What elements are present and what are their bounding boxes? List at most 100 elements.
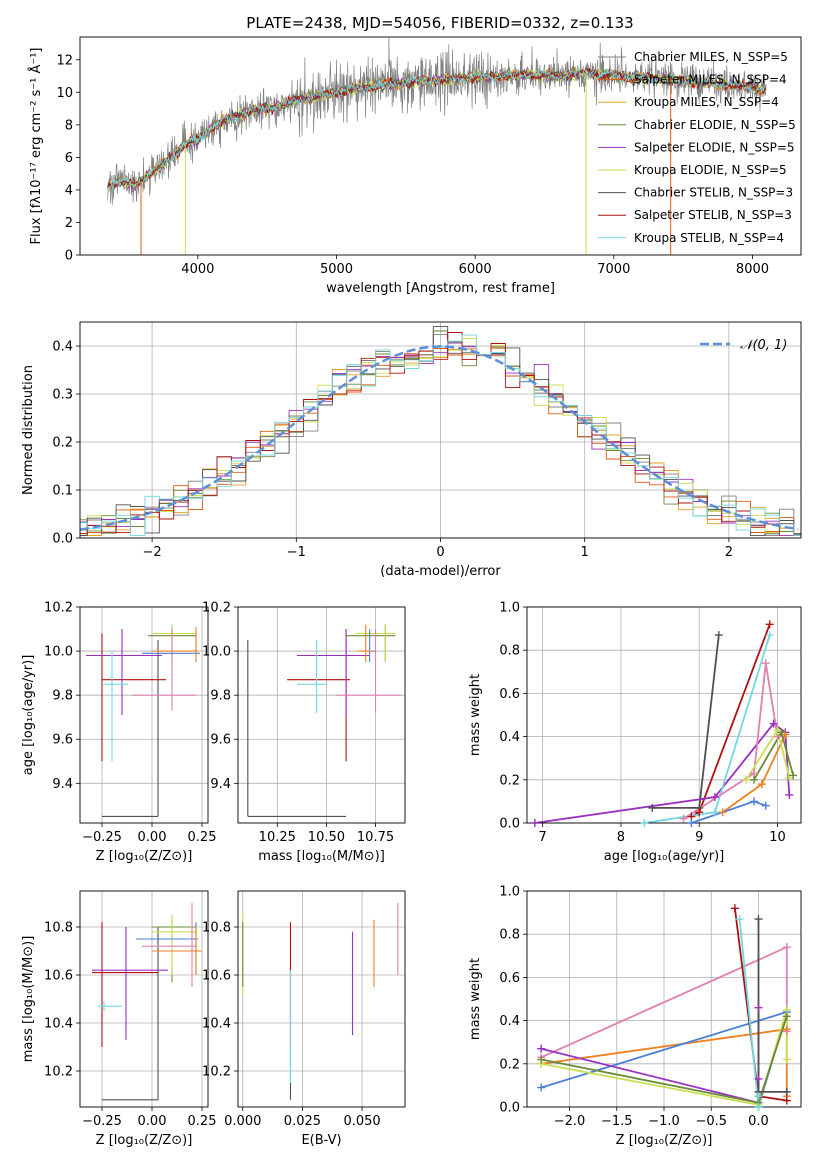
- plot-area: [92, 903, 202, 1101]
- y-tick-label: 0.2: [52, 436, 73, 451]
- legend: 𝒩(0, 1): [700, 338, 787, 353]
- spectrum-line: [107, 67, 767, 193]
- legend-label: Kroupa ELODIE, N_SSP=5: [634, 163, 787, 177]
- y-tick-label: 10.8: [44, 921, 73, 936]
- weight-line: [644, 634, 771, 823]
- y-tick-label: 0.4: [499, 730, 520, 745]
- x-axis-label: mass [log₁₀(M/M⊙)]: [258, 849, 385, 864]
- x-tick-label: 10.25: [259, 830, 296, 845]
- x-tick-label: −1: [287, 545, 306, 560]
- normal-curve: [80, 345, 799, 531]
- y-tick-label: 9.8: [210, 689, 231, 704]
- x-tick-label: −2.0: [554, 1114, 586, 1129]
- x-tick-label: 8: [617, 830, 625, 845]
- x-axis-label: Z [log₁₀(Z/Z⊙)]: [96, 1133, 193, 1148]
- histogram-series: [80, 332, 801, 537]
- plot-area: [534, 623, 795, 823]
- weight-marker: [714, 631, 723, 640]
- weight-marker: [761, 659, 770, 668]
- legend-label: 𝒩(0, 1): [740, 338, 787, 353]
- x-tick-label: −1.0: [648, 1114, 680, 1129]
- y-tick-label: 10.6: [202, 969, 231, 984]
- x-axis-label: (data-model)/error: [380, 564, 501, 579]
- y-axis-label: mass weight: [468, 674, 483, 756]
- x-tick-label: 0.025: [284, 1114, 321, 1129]
- y-tick-label: 10.4: [44, 1017, 73, 1032]
- x-tick-label: 5000: [320, 262, 353, 277]
- weight-line: [757, 919, 787, 1093]
- y-tick-label: 0.3: [52, 388, 73, 403]
- y-tick-label: 10.4: [202, 1017, 231, 1032]
- plot-area: [86, 624, 200, 817]
- y-tick-label: 10: [56, 86, 73, 101]
- weight-line: [734, 908, 787, 1102]
- axes-frame: [79, 890, 209, 1108]
- weight-marker: [782, 1055, 791, 1064]
- y-tick-label: 10.2: [44, 1065, 73, 1080]
- histogram-series: [80, 333, 801, 537]
- weight-marker: [789, 771, 798, 780]
- legend-label: Salpeter STELIB, N_SSP=3: [634, 208, 792, 222]
- axes-frame: [237, 606, 406, 824]
- x-tick-label: −1.5: [601, 1114, 633, 1129]
- plot-area: [242, 903, 399, 1100]
- legend-label: Salpeter MILES, N_SSP=4: [634, 73, 787, 87]
- weight-marker: [718, 808, 727, 817]
- y-tick-label: 0.8: [499, 644, 520, 659]
- y-tick-label: 0.0: [52, 532, 73, 547]
- y-tick-label: 1.0: [499, 885, 520, 900]
- weight-marker: [710, 808, 719, 817]
- x-tick-label: −0.25: [82, 1114, 122, 1129]
- y-tick-label: 9.4: [210, 777, 231, 792]
- weight-marker: [782, 943, 791, 952]
- legend-label: Kroupa MILES, N_SSP=4: [634, 95, 779, 109]
- y-tick-label: 0.1: [52, 484, 73, 499]
- weight-marker: [750, 797, 759, 806]
- y-tick-label: 1.0: [499, 601, 520, 616]
- plot-area: [107, 37, 767, 255]
- y-tick-label: 0.6: [499, 971, 520, 986]
- weight-marker: [782, 1025, 791, 1034]
- plot-layer: 4000 5000 6000 7000 8000024681012wavelength …: [21, 36, 802, 1148]
- y-tick-label: 10.8: [202, 921, 231, 936]
- weight-marker: [754, 1003, 763, 1012]
- y-tick-label: 0.2: [499, 1057, 520, 1072]
- axes-frame: [79, 606, 209, 824]
- y-axis-label: mass [log₁₀(M/M⊙)]: [21, 936, 36, 1063]
- weight-line: [652, 634, 720, 809]
- weight-marker: [537, 1055, 546, 1064]
- weight-marker: [782, 1096, 791, 1105]
- plot-area: [80, 326, 801, 537]
- weight-marker: [765, 620, 774, 629]
- weight-marker: [742, 775, 751, 784]
- x-axis-label: Z [log₁₀(Z/Z⊙)]: [96, 849, 193, 864]
- legend-label: Salpeter ELODIE, N_SSP=5: [634, 140, 795, 154]
- x-tick-label: 0.25: [188, 1114, 217, 1129]
- weight-marker: [782, 1087, 791, 1096]
- panel-z-massweight: −2.0 −1.5 −1.0 −0.5 0.0 0.0 0.2 0.4 0.6 0.8 1.0 Z […: [468, 885, 802, 1148]
- x-tick-label: 0.00: [138, 1114, 167, 1129]
- weight-marker: [679, 814, 688, 823]
- x-tick-label: 0.000: [224, 1114, 261, 1129]
- y-axis-label: Normed distribution: [21, 365, 36, 495]
- weight-marker: [530, 819, 539, 827]
- x-axis-label: E(B-V): [301, 1133, 341, 1148]
- weight-marker: [785, 790, 794, 799]
- weight-line: [683, 663, 779, 820]
- weight-marker: [765, 631, 774, 640]
- x-tick-label: 6000: [459, 262, 492, 277]
- weight-marker: [695, 808, 704, 817]
- x-tick-label: 8000: [736, 262, 769, 277]
- y-tick-label: 10.0: [202, 645, 231, 660]
- x-tick-label: 0.050: [343, 1114, 380, 1129]
- weight-marker: [648, 803, 657, 812]
- spectrum-line: [107, 67, 767, 188]
- weight-marker: [782, 1012, 791, 1021]
- x-tick-label: 7: [539, 830, 547, 845]
- legend-label: Chabrier MILES, N_SSP=5: [634, 50, 788, 64]
- x-tick-label: 4000: [181, 262, 214, 277]
- y-axis-label: Flux [fλ10⁻¹⁷ erg cm⁻² s⁻¹ Å⁻¹]: [28, 48, 44, 245]
- panel-z-age: −0.25 0.00 0.25 9.4 9.6 9.8 10.0 10.2 Z [log₁₀(Z…: [21, 601, 216, 865]
- figure-title: PLATE=2438, MJD=54056, FIBERID=0332, z=0…: [246, 14, 633, 32]
- y-tick-label: 0.6: [499, 687, 520, 702]
